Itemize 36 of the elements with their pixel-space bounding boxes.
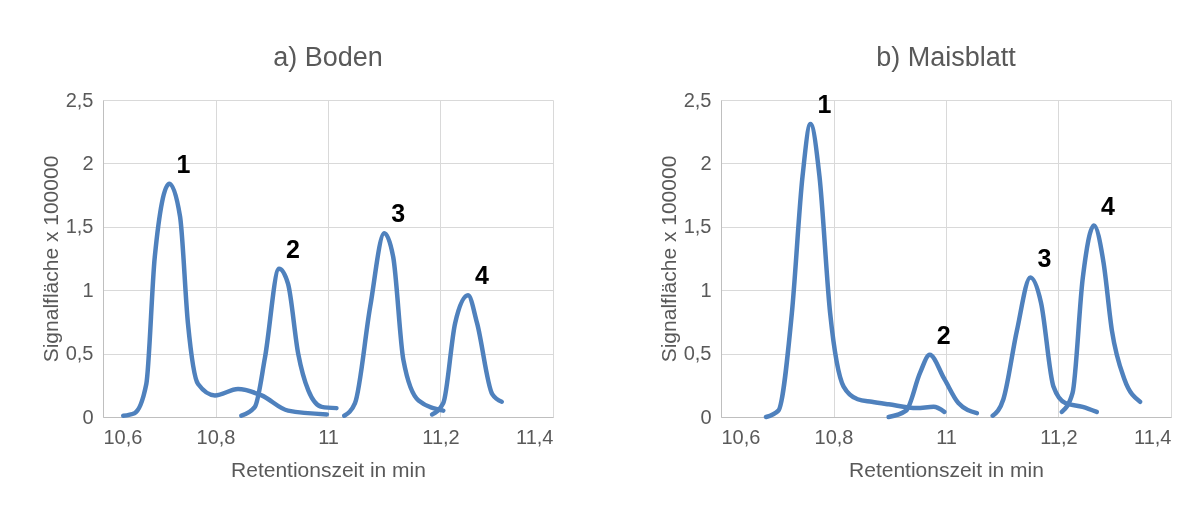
y-tick-label: 1 [700, 278, 712, 301]
y-tick-label: 0,5 [65, 342, 94, 365]
x-tick-label: 11,4 [516, 425, 554, 448]
x-tick-label: 11,4 [1134, 425, 1172, 448]
series-label: 2 [286, 234, 301, 263]
y-tick-label: 2 [82, 151, 94, 174]
chart-title: a) Boden [273, 42, 383, 72]
y-tick-label: 2,5 [683, 88, 712, 111]
series-label: 4 [475, 261, 490, 290]
x-axis-title: Retentionszeit in min [849, 457, 1044, 481]
x-tick-label: 10,8 [196, 425, 236, 448]
y-tick-label: 0 [82, 405, 94, 428]
x-tick-label: 11 [936, 425, 957, 448]
y-tick-label: 0,5 [683, 342, 712, 365]
series-label: 1 [817, 90, 832, 119]
y-axis-title: Signalfläche x 100000 [38, 155, 62, 363]
y-tick-label: 2,5 [65, 88, 94, 111]
x-tick-label: 11,2 [422, 425, 460, 448]
x-tick-label: 11,2 [1040, 425, 1078, 448]
x-tick-label: 10,6 [721, 425, 761, 448]
y-tick-label: 2 [700, 151, 712, 174]
series-label: 3 [1037, 243, 1052, 272]
series-label: 2 [936, 320, 951, 349]
y-tick-label: 1,5 [65, 215, 94, 238]
y-axis-title: Signalfläche x 100000 [656, 155, 680, 363]
y-tick-label: 1,5 [683, 215, 712, 238]
x-tick-label: 11 [318, 425, 339, 448]
x-axis-title: Retentionszeit in min [231, 457, 426, 481]
series-label: 1 [176, 149, 191, 178]
series-label: 3 [391, 199, 406, 228]
chart-title: b) Maisblatt [876, 42, 1017, 72]
x-tick-label: 10,8 [814, 425, 854, 448]
x-tick-label: 10,6 [103, 425, 143, 448]
y-tick-label: 0 [700, 405, 712, 428]
series-label: 4 [1100, 191, 1115, 220]
y-tick-label: 1 [82, 278, 94, 301]
